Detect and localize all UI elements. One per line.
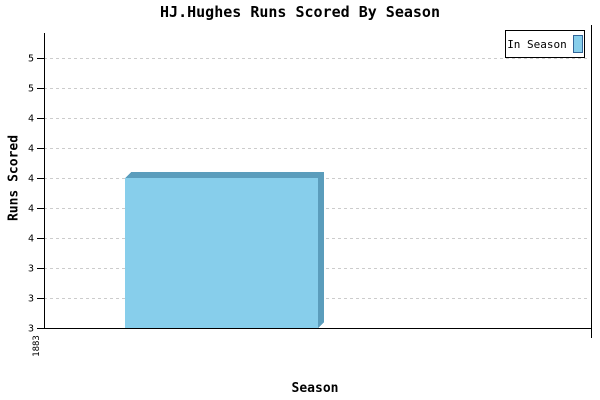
y-axis-tick-label: 5 (28, 84, 34, 95)
y-axis-tick-label: 3 (28, 294, 34, 305)
y-axis-tick-label: 5 (28, 54, 34, 65)
y-axis-tick-label: 4 (28, 174, 34, 185)
y-axis-tick-label: 4 (28, 144, 34, 155)
legend: In Season (505, 30, 585, 58)
y-axis-tick-label: 4 (28, 234, 34, 245)
bar-front-face (125, 178, 318, 328)
x-axis-title: Season (291, 381, 339, 396)
y-axis-tick-label: 4 (28, 204, 34, 215)
legend-swatch-icon (572, 35, 583, 53)
bar-top-face (125, 172, 324, 178)
y-axis-title: Runs Scored (6, 134, 22, 222)
y-axis-tick-label: 4 (28, 114, 34, 125)
y-axis-tick-label: 3 (28, 324, 34, 335)
chart-title: HJ.Hughes Runs Scored By Season (160, 3, 440, 21)
y-axis-tick-label: 3 (28, 264, 34, 275)
legend-label: In Season (507, 37, 567, 51)
x-axis-tick-label: 1883 (32, 335, 42, 357)
bar-side-face (318, 172, 324, 328)
